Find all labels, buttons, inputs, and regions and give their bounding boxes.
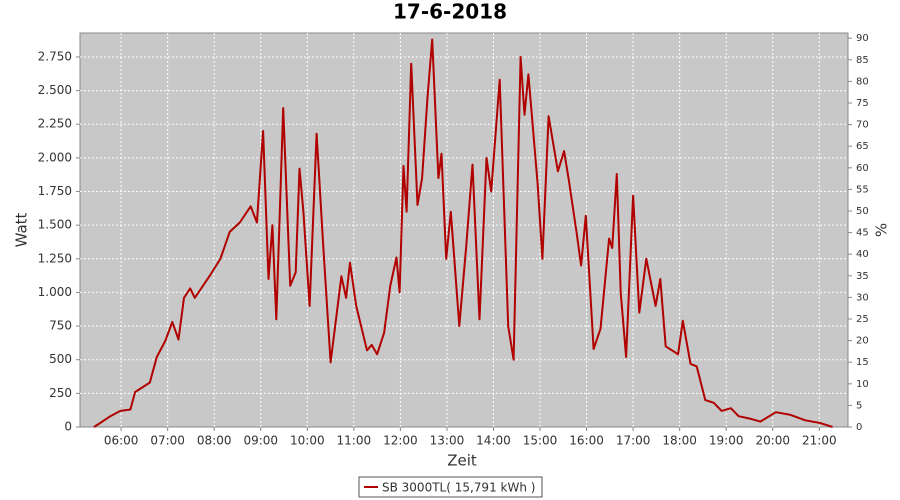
- x-tick-label: 20:00: [755, 434, 790, 448]
- y2-tick-label: 50: [856, 206, 869, 217]
- y2-tick-label: 55: [856, 184, 869, 195]
- y-tick-label: 1.500: [38, 218, 72, 232]
- x-tick-label: 10:00: [290, 434, 325, 448]
- y2-tick-label: 15: [856, 357, 869, 368]
- y2-tick-label: 35: [856, 271, 869, 282]
- y2-tick-label: 30: [856, 292, 869, 303]
- y2-tick-label: 25: [856, 314, 869, 325]
- x-tick-label: 13:00: [430, 434, 465, 448]
- x-tick-label: 12:00: [383, 434, 418, 448]
- y-tick-label: 750: [49, 319, 72, 333]
- y2-tick-label: 20: [856, 336, 869, 347]
- y-tick-label: 2.500: [38, 83, 72, 97]
- x-tick-label: 06:00: [104, 434, 139, 448]
- y-tick-label: 250: [49, 386, 72, 400]
- y2-tick-label: 10: [856, 379, 869, 390]
- y2-axis-title: %: [873, 223, 891, 237]
- y2-tick-label: 5: [856, 400, 862, 411]
- chart-title: 17-6-2018: [393, 0, 507, 24]
- y-tick-label: 2.250: [38, 117, 72, 131]
- x-tick-label: 08:00: [197, 434, 232, 448]
- x-tick-label: 18:00: [662, 434, 697, 448]
- y-tick-label: 500: [49, 352, 72, 366]
- x-tick-label: 19:00: [709, 434, 744, 448]
- y-tick-label: 1.750: [38, 184, 72, 198]
- plot-area: [79, 32, 849, 428]
- y-tick-label: 0: [64, 420, 72, 434]
- x-axis-title: Zeit: [447, 452, 477, 470]
- x-tick-label: 16:00: [569, 434, 604, 448]
- y2-tick-label: 75: [856, 98, 869, 109]
- legend-label: SB 3000TL( 15,791 kWh ): [382, 481, 535, 495]
- x-tick-label: 11:00: [337, 434, 372, 448]
- y-tick-label: 2.000: [38, 150, 72, 164]
- data-line: [93, 38, 833, 428]
- x-tick-label: 14:00: [476, 434, 511, 448]
- y2-tick-label: 70: [856, 120, 869, 131]
- y2-tick-label: 80: [856, 76, 869, 87]
- y2-tick-label: 45: [856, 228, 869, 239]
- y-tick-label: 2.750: [38, 49, 72, 63]
- y-tick-label: 1.250: [38, 251, 72, 265]
- y-axis-title: Watt: [13, 212, 31, 247]
- y2-tick-label: 85: [856, 55, 869, 66]
- y2-tick-label: 60: [856, 163, 869, 174]
- x-tick-label: 21:00: [802, 434, 837, 448]
- x-tick-label: 09:00: [243, 434, 278, 448]
- y2-tick-label: 90: [856, 33, 869, 44]
- x-tick-label: 17:00: [616, 434, 651, 448]
- x-tick-label: 15:00: [523, 434, 558, 448]
- y-tick-label: 1.000: [38, 285, 72, 299]
- x-tick-label: 07:00: [150, 434, 185, 448]
- y2-tick-label: 65: [856, 141, 869, 152]
- legend-box: [358, 476, 543, 498]
- y2-tick-label: 40: [856, 249, 869, 260]
- y2-tick-label: 0: [856, 422, 862, 433]
